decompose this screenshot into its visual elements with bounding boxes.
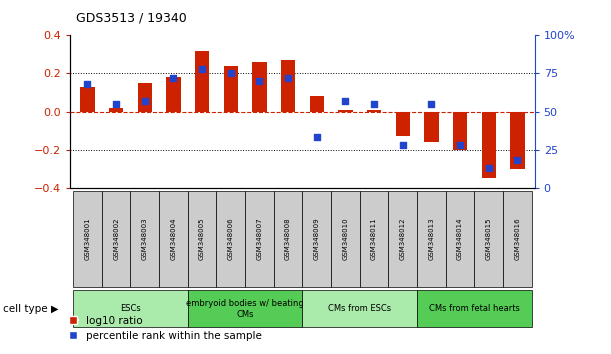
Point [369, 101, 379, 107]
Text: GSM348007: GSM348007 [257, 218, 263, 260]
Text: GSM348003: GSM348003 [142, 218, 148, 260]
Bar [395, 112, 410, 136]
Text: embryoid bodies w/ beating
CMs: embryoid bodies w/ beating CMs [186, 299, 304, 319]
Text: GSM348002: GSM348002 [113, 218, 119, 260]
Bar [80, 87, 95, 112]
Bar [195, 51, 210, 112]
Point [426, 101, 436, 107]
Point [340, 98, 350, 104]
Point [111, 101, 121, 107]
Text: GSM348004: GSM348004 [170, 218, 177, 260]
Bar [166, 77, 181, 112]
Bar [360, 191, 389, 287]
Bar [481, 112, 496, 178]
Bar [188, 290, 302, 327]
Bar [310, 96, 324, 112]
Point [82, 81, 92, 87]
Bar [224, 66, 238, 112]
Bar [424, 112, 439, 142]
Text: GSM348008: GSM348008 [285, 218, 291, 260]
Bar [302, 290, 417, 327]
Text: GSM348012: GSM348012 [400, 218, 406, 260]
Point [398, 142, 408, 148]
Point [513, 158, 522, 163]
Text: ▶: ▶ [51, 304, 58, 314]
Point [140, 98, 150, 104]
Text: cell type: cell type [3, 304, 48, 314]
Bar [453, 112, 467, 149]
Text: GSM348016: GSM348016 [514, 218, 521, 260]
Point [312, 135, 321, 140]
Text: GSM348001: GSM348001 [84, 218, 90, 260]
Bar [137, 83, 152, 112]
Text: CMs from ESCs: CMs from ESCs [328, 304, 391, 313]
Text: ESCs: ESCs [120, 304, 141, 313]
Bar [417, 290, 532, 327]
Bar [367, 110, 381, 112]
Bar [503, 191, 532, 287]
Text: GSM348011: GSM348011 [371, 218, 377, 260]
Bar [252, 62, 266, 112]
Text: GSM348005: GSM348005 [199, 218, 205, 260]
Text: GSM348013: GSM348013 [428, 218, 434, 260]
Bar [417, 191, 446, 287]
Bar [274, 191, 302, 287]
Bar [245, 191, 274, 287]
Bar [109, 108, 123, 112]
Bar [102, 191, 131, 287]
Legend: log10 ratio, percentile rank within the sample: log10 ratio, percentile rank within the … [64, 312, 266, 345]
Text: GSM348014: GSM348014 [457, 218, 463, 260]
Bar [131, 191, 159, 287]
Point [284, 75, 293, 81]
Text: CMs from fetal hearts: CMs from fetal hearts [429, 304, 520, 313]
Bar [338, 110, 353, 112]
Text: GDS3513 / 19340: GDS3513 / 19340 [76, 12, 187, 25]
Point [226, 70, 236, 76]
Text: GSM348006: GSM348006 [228, 218, 234, 260]
Bar [446, 191, 474, 287]
Text: GSM348009: GSM348009 [314, 218, 320, 260]
Bar [510, 112, 525, 169]
Bar [302, 191, 331, 287]
Point [197, 66, 207, 72]
Bar [216, 191, 245, 287]
Bar [188, 191, 216, 287]
Bar [281, 60, 295, 112]
Text: GSM348015: GSM348015 [486, 218, 492, 260]
Bar [73, 290, 188, 327]
Bar [331, 191, 360, 287]
Bar [159, 191, 188, 287]
Point [455, 142, 465, 148]
Bar [389, 191, 417, 287]
Text: GSM348010: GSM348010 [342, 218, 348, 260]
Point [484, 165, 494, 171]
Bar [474, 191, 503, 287]
Bar [73, 191, 102, 287]
Point [255, 78, 265, 84]
Point [169, 75, 178, 81]
